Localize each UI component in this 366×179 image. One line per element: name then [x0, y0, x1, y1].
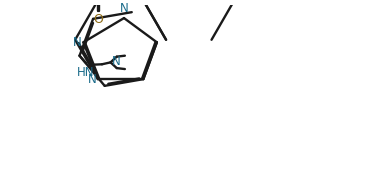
Text: N: N: [120, 2, 128, 15]
Text: HN: HN: [76, 66, 94, 79]
Text: N: N: [73, 36, 82, 49]
Text: N: N: [87, 73, 96, 86]
Text: N: N: [112, 55, 121, 68]
Text: O: O: [93, 13, 103, 26]
